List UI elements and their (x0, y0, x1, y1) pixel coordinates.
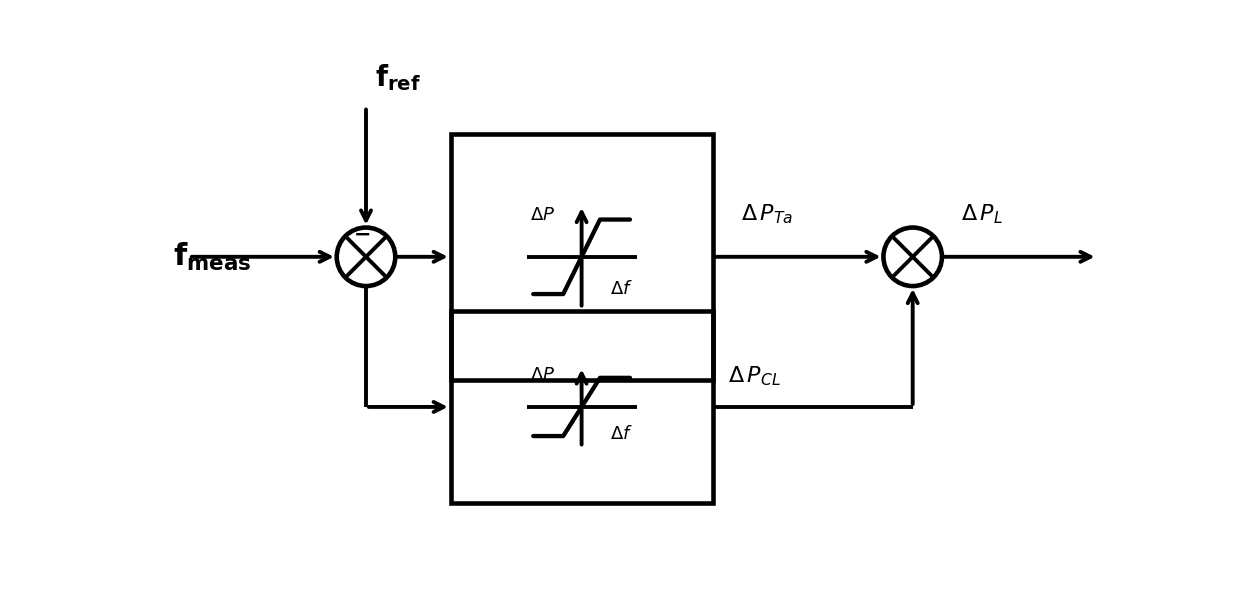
Text: $\Delta P$: $\Delta P$ (531, 206, 556, 224)
Text: $\Delta\, P_{CL}$: $\Delta\, P_{CL}$ (728, 364, 781, 388)
Text: $\Delta\, P_{Ta}$: $\Delta\, P_{Ta}$ (742, 202, 794, 226)
Text: $\Delta f$: $\Delta f$ (610, 425, 632, 443)
Text: $\mathbf{f_{ref}}$: $\mathbf{f_{ref}}$ (376, 62, 422, 93)
Bar (450, 134, 713, 380)
Text: $\mathbf{f_{meas}}$: $\mathbf{f_{meas}}$ (174, 241, 252, 273)
Bar (450, 311, 713, 503)
Text: $\Delta f$: $\Delta f$ (610, 280, 632, 298)
Text: $\mathbf{-}$: $\mathbf{-}$ (353, 224, 371, 244)
Text: $\Delta P$: $\Delta P$ (531, 365, 556, 383)
Text: $\Delta\, P_L$: $\Delta\, P_L$ (961, 202, 1003, 226)
